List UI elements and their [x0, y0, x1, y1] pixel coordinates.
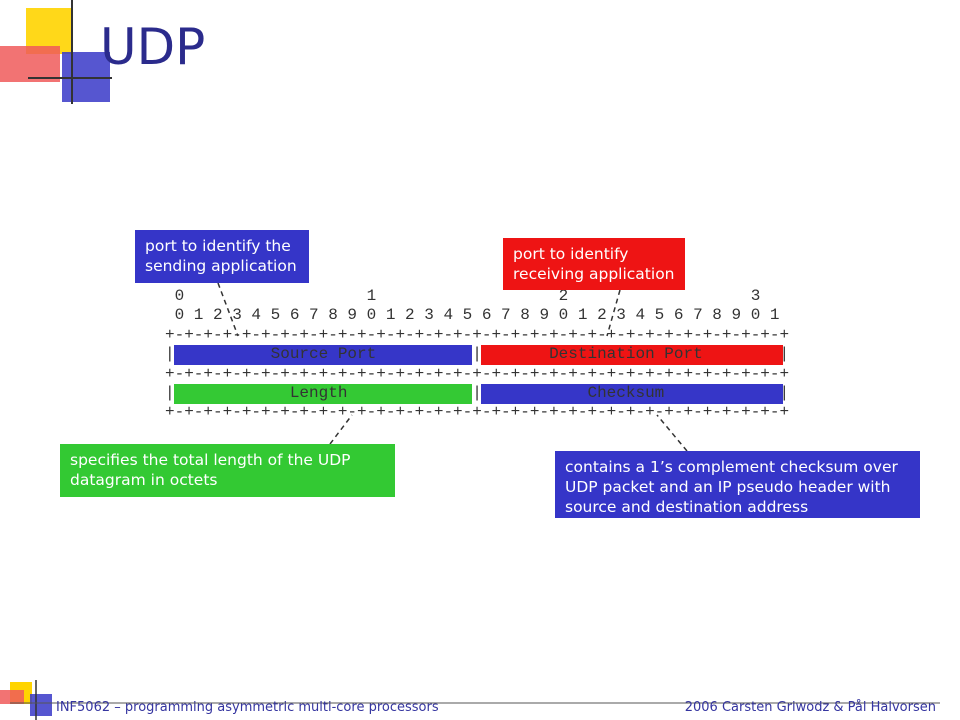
- callout-line: port to identify: [513, 245, 629, 263]
- callout: port to identify the sending application: [135, 230, 309, 283]
- header-diagram: 0 1 2 3 0 1 2 3 4 5 6 7 8 9 0 1 2 3 4 5 …: [165, 287, 789, 423]
- field-box: [481, 384, 783, 404]
- footer-right: 2006 Carsten Griwodz & Pål Halvorsen: [684, 700, 936, 715]
- diagram-row: | Source Port | Destination Port |: [165, 345, 790, 364]
- callout: specifies the total length of the UDP dat…: [60, 444, 395, 497]
- callout-line: port to identify the: [145, 237, 291, 255]
- diagram-row: +-+-+-+-+-+-+-+-+-+-+-+-+-+-+-+-+-+-+-+-…: [165, 403, 790, 422]
- callout-line: UDP packet and an IP pseudo header with: [565, 478, 891, 496]
- slide-title: UDP: [100, 18, 206, 76]
- field-box: [174, 384, 472, 404]
- field-box: [174, 345, 472, 365]
- callout-line: datagram in octets: [70, 471, 218, 489]
- callout-line: receiving application: [513, 265, 675, 283]
- diagram-row: +-+-+-+-+-+-+-+-+-+-+-+-+-+-+-+-+-+-+-+-…: [165, 364, 790, 383]
- callout-line: source and destination address: [565, 498, 809, 516]
- diagram-row: | Length | Checksum |: [165, 383, 790, 402]
- callout: port to identify receiving application: [503, 238, 685, 290]
- diagram-row: 0 1 2 3: [165, 287, 761, 305]
- callout-line: specifies the total length of the UDP: [70, 451, 351, 469]
- callout: contains a 1’s complement checksum over U…: [555, 451, 920, 518]
- diagram-row: +-+-+-+-+-+-+-+-+-+-+-+-+-+-+-+-+-+-+-+-…: [165, 325, 790, 344]
- diagram-row: 0 1 2 3 4 5 6 7 8 9 0 1 2 3 4 5 6 7 8 9 …: [165, 306, 780, 325]
- footer-left: INF5062 – programming asymmetric multi-c…: [56, 700, 439, 715]
- callout-line: contains a 1’s complement checksum over: [565, 458, 898, 476]
- callout-line: sending application: [145, 257, 297, 275]
- field-box: [481, 345, 783, 365]
